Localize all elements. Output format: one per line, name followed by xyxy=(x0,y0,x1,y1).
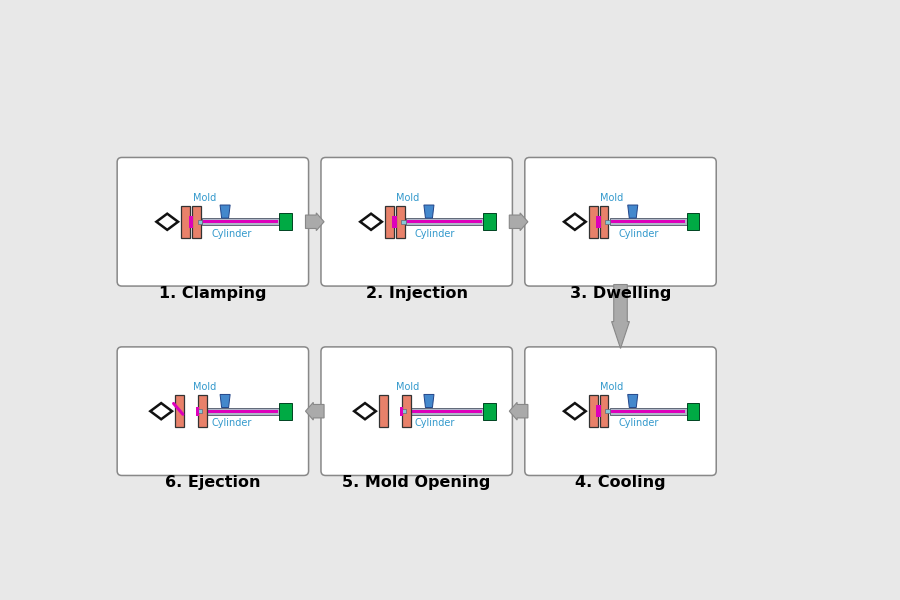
Bar xyxy=(596,405,601,418)
Polygon shape xyxy=(509,213,528,230)
Bar xyxy=(599,395,608,427)
Text: Mold: Mold xyxy=(396,193,419,203)
Polygon shape xyxy=(220,394,230,407)
Bar xyxy=(198,409,202,413)
Bar xyxy=(400,407,402,416)
Polygon shape xyxy=(424,205,434,218)
FancyBboxPatch shape xyxy=(525,347,716,475)
Bar xyxy=(202,218,281,226)
Polygon shape xyxy=(627,394,638,407)
Bar xyxy=(176,395,184,427)
Bar xyxy=(385,206,394,238)
Polygon shape xyxy=(564,403,586,419)
FancyBboxPatch shape xyxy=(117,347,309,475)
Polygon shape xyxy=(509,403,528,420)
Text: Mold: Mold xyxy=(193,382,216,392)
Bar xyxy=(279,403,292,419)
Text: Cylinder: Cylinder xyxy=(415,229,455,239)
Text: Cylinder: Cylinder xyxy=(415,418,455,428)
Bar xyxy=(589,206,598,238)
Bar xyxy=(406,407,485,415)
Bar xyxy=(379,395,388,427)
Bar xyxy=(609,218,688,226)
Bar xyxy=(401,220,406,224)
Text: Cylinder: Cylinder xyxy=(619,418,659,428)
Bar xyxy=(589,395,598,427)
Text: 2. Injection: 2. Injection xyxy=(365,286,468,301)
Bar xyxy=(406,220,482,223)
Text: Mold: Mold xyxy=(600,382,624,392)
Bar xyxy=(596,215,601,228)
Bar xyxy=(198,395,207,427)
Polygon shape xyxy=(612,284,629,349)
Text: 5. Mold Opening: 5. Mold Opening xyxy=(343,475,490,490)
Bar xyxy=(609,220,686,223)
Text: 1. Clamping: 1. Clamping xyxy=(159,286,266,301)
Bar xyxy=(181,206,190,238)
Text: 3. Dwelling: 3. Dwelling xyxy=(570,286,671,301)
Bar xyxy=(392,215,397,228)
Text: Cylinder: Cylinder xyxy=(212,418,251,428)
Polygon shape xyxy=(354,403,376,419)
Bar xyxy=(599,206,608,238)
Text: Mold: Mold xyxy=(396,382,419,392)
Text: Mold: Mold xyxy=(193,193,216,203)
Polygon shape xyxy=(564,214,586,230)
Polygon shape xyxy=(305,403,324,420)
Polygon shape xyxy=(424,394,434,407)
Bar xyxy=(401,409,406,413)
Bar xyxy=(202,220,278,223)
Text: 6. Ejection: 6. Ejection xyxy=(165,475,261,490)
Bar xyxy=(687,213,699,230)
Polygon shape xyxy=(150,403,172,419)
Bar xyxy=(605,409,609,413)
Polygon shape xyxy=(305,213,324,230)
FancyBboxPatch shape xyxy=(321,157,512,286)
Bar xyxy=(192,206,201,238)
Polygon shape xyxy=(360,214,382,230)
Bar xyxy=(483,213,496,230)
Bar xyxy=(279,213,292,230)
Bar xyxy=(609,407,688,415)
FancyBboxPatch shape xyxy=(525,157,716,286)
Bar xyxy=(406,410,482,413)
FancyBboxPatch shape xyxy=(117,157,309,286)
Bar xyxy=(198,220,202,224)
Bar xyxy=(188,215,194,228)
Text: Mold: Mold xyxy=(600,193,624,203)
Bar xyxy=(202,410,278,413)
Bar xyxy=(483,403,496,419)
Text: Cylinder: Cylinder xyxy=(619,229,659,239)
Polygon shape xyxy=(627,205,638,218)
Bar xyxy=(687,403,699,419)
FancyBboxPatch shape xyxy=(321,347,512,475)
Text: Cylinder: Cylinder xyxy=(212,229,251,239)
Polygon shape xyxy=(220,205,230,218)
Bar xyxy=(605,220,609,224)
Text: 4. Cooling: 4. Cooling xyxy=(575,475,666,490)
Bar xyxy=(396,206,405,238)
Bar xyxy=(609,410,686,413)
Bar xyxy=(401,395,410,427)
Polygon shape xyxy=(157,214,178,230)
Bar xyxy=(196,407,199,416)
Bar xyxy=(406,218,485,226)
Bar xyxy=(202,407,281,415)
